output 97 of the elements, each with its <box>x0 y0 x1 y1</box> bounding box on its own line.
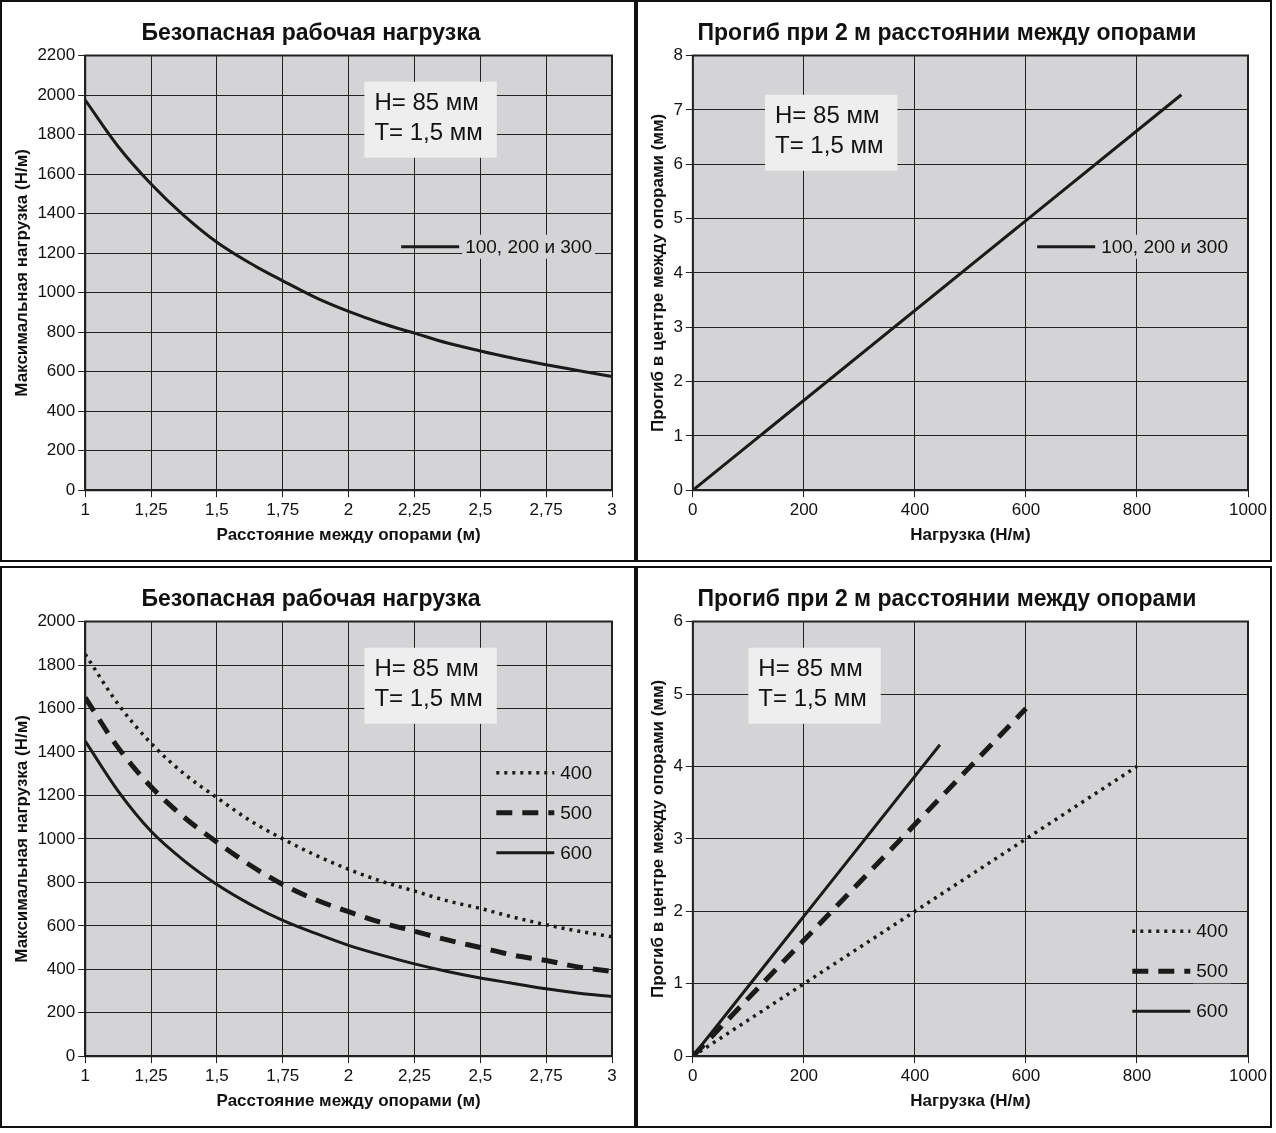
y-tick-label: 1800 <box>37 654 76 674</box>
x-tick-label: 400 <box>900 1066 930 1086</box>
legend-label: 100, 200 и 300 <box>465 236 593 258</box>
annotation: H= 85 мм <box>758 654 863 682</box>
chart-title: Прогиб при 2 м расстоянии между опорами <box>697 19 1197 46</box>
y-tick-label: 1400 <box>37 203 76 223</box>
y-tick-label: 4 <box>673 262 683 282</box>
y-tick-label: 400 <box>46 958 76 978</box>
y-tick-label: 5 <box>673 208 683 228</box>
y-tick-label: 7 <box>673 99 683 119</box>
x-tick-label: 1000 <box>1229 500 1267 520</box>
y-tick-label: 2000 <box>37 84 76 104</box>
y-tick-label: 3 <box>673 316 683 336</box>
y-tick-label: 400 <box>46 400 76 420</box>
x-tick-label: 600 <box>1011 1066 1041 1086</box>
x-tick-label: 2 <box>343 500 354 520</box>
y-tick-label: 0 <box>65 1045 76 1065</box>
x-tick-label: 200 <box>789 500 819 520</box>
annotation: T= 1,5 мм <box>758 684 867 712</box>
y-tick-label: 1 <box>673 425 683 445</box>
x-tick-label: 2,5 <box>468 500 493 520</box>
legend-label: 500 <box>560 802 592 824</box>
legend-label: 400 <box>1196 920 1228 942</box>
x-axis-title: Расстояние между опорами (м) <box>216 1091 481 1111</box>
y-tick-label: 2200 <box>37 45 76 65</box>
y-tick-label: 2 <box>673 901 683 921</box>
y-tick-label: 200 <box>46 440 76 460</box>
x-tick-label: 1,5 <box>205 500 229 520</box>
y-tick-label: 3 <box>673 828 683 848</box>
x-tick-label: 2,75 <box>529 500 563 520</box>
x-tick-label: 600 <box>1011 500 1041 520</box>
y-tick-label: 1600 <box>37 698 76 718</box>
legend-label: 500 <box>1196 960 1228 982</box>
y-tick-label: 5 <box>673 683 683 703</box>
x-tick-label: 200 <box>789 1066 819 1086</box>
x-tick-label: 2 <box>343 1066 354 1086</box>
y-tick-label: 0 <box>673 1045 683 1065</box>
legend-label: 400 <box>560 762 592 784</box>
x-tick-label: 2,25 <box>397 1066 431 1086</box>
y-axis-title: Максимальная нагрузка (Н/м) <box>11 149 31 397</box>
y-tick-label: 4 <box>673 756 683 776</box>
x-tick-label: 2,5 <box>468 1066 493 1086</box>
y-axis-title: Прогиб в центре между опорами (мм) <box>647 679 667 998</box>
annotation: H= 85 мм <box>374 88 479 116</box>
y-tick-label: 8 <box>673 45 683 65</box>
y-tick-label: 600 <box>46 361 76 381</box>
y-tick-label: 200 <box>46 1002 76 1022</box>
chart-title: Прогиб при 2 м расстоянии между опорами <box>697 585 1197 612</box>
y-axis-title: Прогиб в центре между опорами (мм) <box>647 113 667 432</box>
legend-label: 600 <box>1196 1000 1228 1022</box>
x-tick-label: 1,75 <box>266 1066 300 1086</box>
x-axis-title: Нагрузка (Н/м) <box>910 1091 1031 1111</box>
x-tick-label: 800 <box>1122 500 1152 520</box>
x-tick-label: 400 <box>900 500 930 520</box>
y-tick-label: 2000 <box>37 611 76 631</box>
annotation: T= 1,5 мм <box>775 131 884 159</box>
x-tick-label: 3 <box>607 500 617 520</box>
y-tick-label: 1200 <box>37 242 76 262</box>
y-tick-label: 1 <box>673 973 683 993</box>
y-tick-label: 800 <box>46 321 76 341</box>
y-tick-label: 6 <box>673 611 683 631</box>
y-tick-label: 1000 <box>37 828 76 848</box>
y-tick-label: 1000 <box>37 282 76 302</box>
chart-title: Безопасная рабочая нагрузка <box>141 585 481 612</box>
y-tick-label: 2 <box>673 371 683 391</box>
x-tick-label: 1,25 <box>134 1066 168 1086</box>
y-tick-label: 1600 <box>37 163 76 183</box>
x-axis-title: Нагрузка (Н/м) <box>910 525 1031 545</box>
y-tick-label: 6 <box>673 153 683 173</box>
x-tick-label: 800 <box>1122 1066 1152 1086</box>
y-tick-label: 800 <box>46 872 76 892</box>
annotation: T= 1,5 мм <box>374 684 483 712</box>
y-tick-label: 1200 <box>37 785 76 805</box>
y-tick-label: 600 <box>46 915 76 935</box>
x-tick-label: 3 <box>607 1066 617 1086</box>
annotation: H= 85 мм <box>775 101 880 129</box>
y-axis-title: Максимальная нагрузка (Н/м) <box>11 715 31 963</box>
x-tick-label: 1,25 <box>134 500 168 520</box>
chart-title: Безопасная рабочая нагрузка <box>141 19 481 46</box>
x-tick-label: 1 <box>80 500 90 520</box>
x-tick-label: 1000 <box>1229 1066 1267 1086</box>
y-tick-label: 1400 <box>37 741 76 761</box>
y-tick-label: 1800 <box>37 124 76 144</box>
x-tick-label: 1,75 <box>266 500 300 520</box>
legend-label: 100, 200 и 300 <box>1101 236 1229 258</box>
x-tick-label: 1,5 <box>205 1066 229 1086</box>
x-tick-label: 0 <box>688 500 698 520</box>
x-tick-label: 0 <box>688 1066 698 1086</box>
annotation: H= 85 мм <box>374 654 479 682</box>
x-axis-title: Расстояние между опорами (м) <box>216 525 481 545</box>
y-tick-label: 0 <box>673 479 683 499</box>
x-tick-label: 1 <box>80 1066 90 1086</box>
x-tick-label: 2,25 <box>397 500 431 520</box>
y-tick-label: 0 <box>65 479 76 499</box>
annotation: T= 1,5 мм <box>374 118 483 146</box>
x-tick-label: 2,75 <box>529 1066 563 1086</box>
legend-label: 600 <box>560 842 592 864</box>
